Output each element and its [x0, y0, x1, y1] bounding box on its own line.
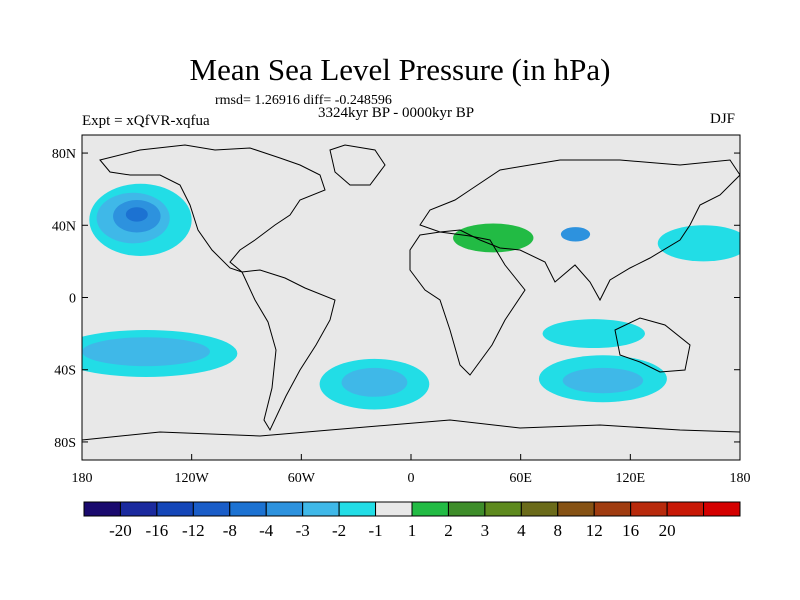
plot-background [82, 135, 740, 460]
colorbar-swatch [520, 501, 559, 517]
season-label: DJF [710, 111, 736, 127]
plot-area [82, 135, 740, 460]
lon-tick-label: 60W [288, 471, 316, 486]
colorbar-label: 20 [659, 521, 676, 540]
colorbar-label: -20 [109, 521, 132, 540]
colorbar-label: -8 [223, 521, 237, 540]
colorbar-swatch [557, 501, 595, 517]
anomaly-region-7 [341, 367, 408, 397]
colorbar-swatch [703, 501, 741, 517]
lon-tick-label: 60E [509, 471, 532, 486]
anomaly-region-17 [584, 216, 640, 253]
anomaly-layer [82, 138, 740, 410]
stats-text: rmsd= 1.26916 diff= -0.248596 [215, 93, 392, 108]
lon-tick-label: 0 [408, 471, 415, 486]
colorbar-swatch [666, 501, 705, 517]
colorbar-label: 8 [554, 521, 563, 540]
colorbar-label: -16 [146, 521, 169, 540]
colorbar-label: -12 [182, 521, 205, 540]
anomaly-region-3 [125, 207, 148, 222]
colorbar-label: -1 [368, 521, 382, 540]
map-axes: 80N 40N 0 40S 80S 180 120W 60W 0 60E 120E 180 [52, 147, 751, 486]
colorbar-label: -4 [259, 521, 274, 540]
colorbar-swatch [411, 501, 449, 517]
colorbar-swatch [192, 501, 231, 517]
lon-tick-label: 120E [616, 471, 646, 486]
lon-tick-label: 180 [730, 471, 751, 486]
colorbar-label: 16 [622, 521, 639, 540]
period-text: 3324kyr BP - 0000kyr BP [318, 105, 475, 121]
lon-tick-label: 120W [175, 471, 210, 486]
anomaly-region-16 [283, 288, 327, 343]
lat-tick-label: 0 [69, 292, 76, 307]
map-title: Mean Sea Level Pressure (in hPa) [189, 52, 611, 87]
colorbar-swatch [375, 501, 413, 517]
coastlines [82, 144, 740, 441]
colorbar-swatch [484, 501, 522, 517]
anomaly-region-14 [453, 223, 534, 253]
colorbar-label: -2 [332, 521, 346, 540]
anomaly-region-18 [283, 138, 539, 161]
colorbar-label: 3 [481, 521, 490, 540]
colorbar-swatch [229, 501, 267, 517]
lat-tick-label: 40S [54, 364, 76, 379]
anomaly-region-19 [560, 227, 591, 242]
colorbar-swatch [447, 501, 486, 517]
anomaly-region-11 [657, 225, 740, 262]
lat-tick-label: 40N [52, 219, 76, 234]
lon-tick-label: 180 [72, 471, 93, 486]
colorbar-swatch [593, 501, 632, 517]
colorbar-swatch [265, 501, 304, 517]
experiment-label: Expt = xQfVR-xqfua [82, 113, 210, 129]
colorbar-label: 4 [517, 521, 526, 540]
anomaly-region-12 [82, 142, 119, 157]
colorbar-swatch [119, 501, 158, 517]
colorbar-swatch [338, 501, 377, 517]
anomaly-region-9 [562, 367, 644, 394]
colorbar-swatch [156, 501, 194, 517]
anomaly-region-15 [411, 243, 485, 334]
lat-tick-label: 80S [54, 436, 76, 451]
anomaly-region-5 [82, 337, 210, 367]
colorbar-label: 12 [586, 521, 603, 540]
anomaly-region-10 [542, 319, 645, 349]
colorbar-label: 1 [408, 521, 417, 540]
colorbar-label: -3 [296, 521, 310, 540]
lat-tick-label: 80N [52, 147, 76, 162]
colorbar-swatch [83, 501, 121, 517]
colorbar-swatch [302, 501, 340, 517]
colorbar-swatch [630, 501, 668, 517]
colorbar-label: 2 [444, 521, 453, 540]
colorbar: -20 -16 -12 -8 -4 -3 -2 -1 1 2 3 4 8 12 16 20 [83, 501, 741, 540]
